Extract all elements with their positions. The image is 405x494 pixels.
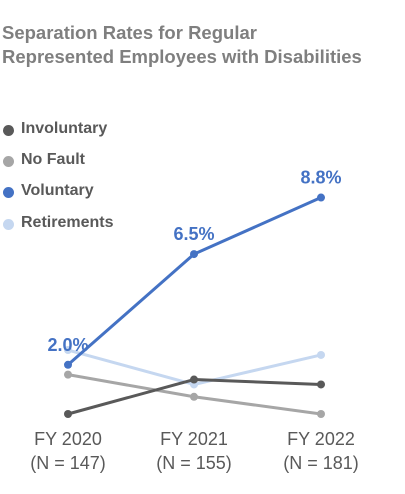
legend-label-retirements: Retirements xyxy=(21,214,114,231)
data-point-retirements-0[interactable] xyxy=(64,346,72,355)
data-point-no-fault-2[interactable] xyxy=(317,410,325,418)
chart-title-line-1: Separation Rates for Regular xyxy=(2,22,257,43)
data-label-voluntary-1: 6.5% xyxy=(173,224,214,244)
legend-item-involuntary[interactable]: Involuntary xyxy=(0,118,200,142)
x-tick-label: FY 2021 xyxy=(160,429,228,449)
series-line-voluntary xyxy=(67,196,322,366)
legend-label-voluntary: Voluntary xyxy=(21,182,94,199)
legend-item-retirements[interactable]: Retirements xyxy=(0,212,200,236)
x-tick-label: FY 2020 xyxy=(34,429,102,449)
data-point-no-fault-1[interactable] xyxy=(190,392,198,401)
data-point-involuntary-2[interactable] xyxy=(317,380,325,389)
data-point-involuntary-0[interactable] xyxy=(64,410,72,418)
chart-title: Separation Rates for Regular Represented… xyxy=(2,21,402,69)
legend-marker-no-fault xyxy=(3,156,14,167)
x-tick-fy-2022: FY 2022 (N = 181) xyxy=(261,427,381,475)
chart-title-line-2: Represented Employees with Disabilities xyxy=(2,46,362,67)
data-point-voluntary-0[interactable] xyxy=(64,360,72,369)
legend-marker-retirements xyxy=(3,219,14,230)
x-tick-fy-2020: FY 2020 (N = 147) xyxy=(8,427,128,475)
x-tick-fy-2021: FY 2021 (N = 155) xyxy=(134,427,254,475)
legend-label-no-fault: No Fault xyxy=(21,151,85,168)
data-label-voluntary-2: 8.8% xyxy=(300,168,341,188)
legend-marker-voluntary xyxy=(3,187,14,198)
data-point-no-fault-0[interactable] xyxy=(64,370,72,379)
data-point-retirements-2[interactable] xyxy=(317,350,325,359)
data-label-voluntary-0: 2.0% xyxy=(47,335,88,355)
data-point-voluntary-2[interactable] xyxy=(317,193,325,202)
x-tick-label: FY 2022 xyxy=(287,429,355,449)
data-point-voluntary-1[interactable] xyxy=(190,250,198,259)
x-tick-sublabel: (N = 155) xyxy=(156,453,232,473)
legend-item-voluntary[interactable]: Voluntary xyxy=(0,180,200,204)
data-point-involuntary-1[interactable] xyxy=(190,375,198,384)
legend-item-no-fault[interactable]: No Fault xyxy=(0,149,200,173)
x-tick-sublabel: (N = 181) xyxy=(283,453,359,473)
legend-label-involuntary: Involuntary xyxy=(21,120,108,137)
x-tick-sublabel: (N = 147) xyxy=(30,453,106,473)
legend-marker-involuntary xyxy=(3,125,14,136)
